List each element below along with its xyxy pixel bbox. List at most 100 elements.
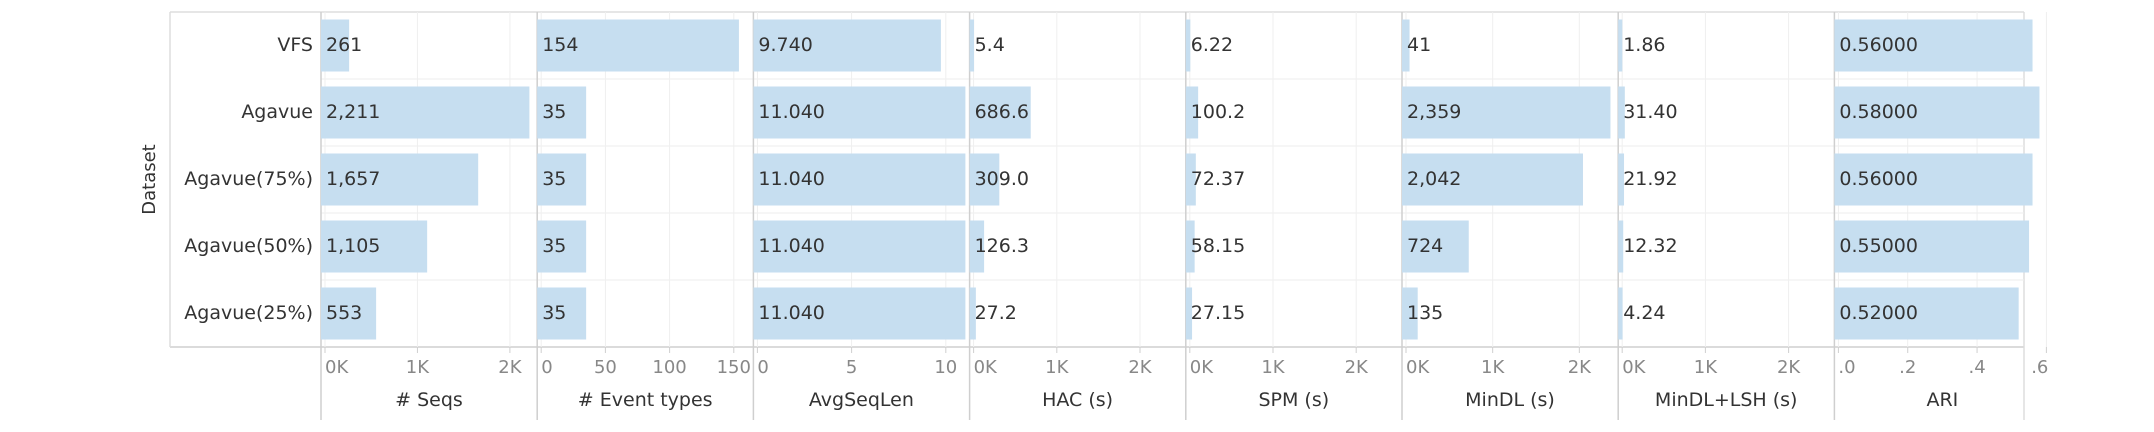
bar: [1618, 287, 1623, 340]
bar: [1185, 220, 1195, 273]
tick-label: 1K: [1481, 357, 1505, 378]
tick-label: 1K: [1045, 357, 1069, 378]
category-label: Agavue: [241, 101, 313, 123]
bar: [537, 287, 587, 340]
bar: [537, 153, 587, 206]
bar-value-label: 11.040: [758, 235, 824, 257]
bar: [1402, 153, 1583, 206]
axis-title: # Event types: [578, 389, 713, 411]
tick-label: 2K: [1128, 357, 1152, 378]
bar: [753, 19, 941, 72]
bar: [1618, 220, 1624, 273]
tick-label: 0: [541, 357, 552, 378]
bar-value-label: 11.040: [758, 101, 824, 123]
category-label: Agavue(75%): [184, 168, 313, 190]
bar: [1618, 153, 1625, 206]
bar-value-label: 100.2: [1191, 101, 1245, 123]
bar: [1185, 86, 1199, 139]
bar-value-label: 35: [542, 302, 566, 324]
tick-label: 0K: [1406, 357, 1430, 378]
tick-label: 2K: [1777, 357, 1801, 378]
bar-value-label: 261: [326, 34, 362, 56]
bar-value-label: 0.55000: [1839, 235, 1918, 257]
tick-label: 10: [934, 357, 957, 378]
bar: [1834, 287, 2019, 340]
axis-title: MinDL (s): [1465, 389, 1555, 411]
bar-value-label: 135: [1407, 302, 1443, 324]
tick-label: 150: [717, 357, 751, 378]
axis-title: SPM (s): [1258, 389, 1329, 411]
bar: [1834, 86, 2040, 139]
tick-label: 1K: [1694, 357, 1718, 378]
bar: [969, 19, 975, 72]
bar-value-label: 35: [542, 235, 566, 257]
bar-value-label: 724: [1407, 235, 1443, 257]
tick-label: 2K: [498, 357, 522, 378]
bar: [321, 153, 479, 206]
bar: [969, 287, 976, 340]
bar-value-label: 27.2: [975, 302, 1017, 324]
tick-label: 1K: [1261, 357, 1285, 378]
bar: [1618, 86, 1625, 139]
bar: [321, 86, 530, 139]
bar: [1402, 19, 1410, 72]
bar-value-label: 0.56000: [1839, 168, 1918, 190]
bar-value-label: 0.52000: [1839, 302, 1918, 324]
bar-value-label: 35: [542, 101, 566, 123]
bar-value-label: 2,042: [1407, 168, 1461, 190]
bar: [969, 153, 1000, 206]
bar: [753, 287, 966, 340]
bar-value-label: 126.3: [975, 235, 1029, 257]
axis-title: MinDL+LSH (s): [1655, 389, 1798, 411]
tick-label: 0K: [1622, 357, 1646, 378]
tick-label: 0K: [1190, 357, 1214, 378]
tick-label: 0: [757, 357, 768, 378]
bar: [1618, 19, 1623, 72]
tick-label: 0K: [974, 357, 998, 378]
bar: [1402, 86, 1611, 139]
bar-value-label: 6.22: [1191, 34, 1233, 56]
bar: [321, 287, 377, 340]
bar-value-label: 1.86: [1623, 34, 1665, 56]
tick-label: 1K: [406, 357, 430, 378]
tick-label: 2K: [1345, 357, 1369, 378]
tick-label: 100: [652, 357, 686, 378]
bar: [969, 86, 1031, 139]
bar: [1185, 19, 1191, 72]
bar-value-label: 1,657: [326, 168, 380, 190]
bar-value-label: 2,211: [326, 101, 380, 123]
tick-label: 5: [846, 357, 857, 378]
tick-label: .4: [1968, 357, 1985, 378]
dimension-title: Dataset: [139, 144, 160, 215]
bar-value-label: 12.32: [1623, 235, 1677, 257]
bar-value-label: 5.4: [975, 34, 1005, 56]
bar: [1834, 220, 2030, 273]
bar-value-label: 58.15: [1191, 235, 1245, 257]
bar: [1185, 287, 1193, 340]
bar-value-label: 0.56000: [1839, 34, 1918, 56]
bar: [321, 220, 428, 273]
bar: [753, 153, 966, 206]
bar-value-label: 21.92: [1623, 168, 1677, 190]
axis-title: ARI: [1926, 389, 1958, 411]
axis-title: # Seqs: [395, 389, 463, 411]
tick-label: 50: [594, 357, 617, 378]
tick-label: .6: [2031, 357, 2048, 378]
bar-value-label: 31.40: [1623, 101, 1677, 123]
tick-label: 0K: [325, 357, 349, 378]
category-label: VFS: [277, 34, 313, 56]
bar-value-label: 27.15: [1191, 302, 1245, 324]
tick-label: .2: [1899, 357, 1916, 378]
bar-value-label: 154: [542, 34, 578, 56]
bar-value-label: 686.6: [975, 101, 1029, 123]
bar-value-label: 72.37: [1191, 168, 1245, 190]
tick-label: 2K: [1568, 357, 1592, 378]
bar-value-label: 41: [1407, 34, 1431, 56]
bar: [537, 220, 587, 273]
bar: [537, 86, 587, 139]
bar: [321, 19, 350, 72]
bar: [1402, 220, 1469, 273]
axis-title: HAC (s): [1042, 389, 1113, 411]
